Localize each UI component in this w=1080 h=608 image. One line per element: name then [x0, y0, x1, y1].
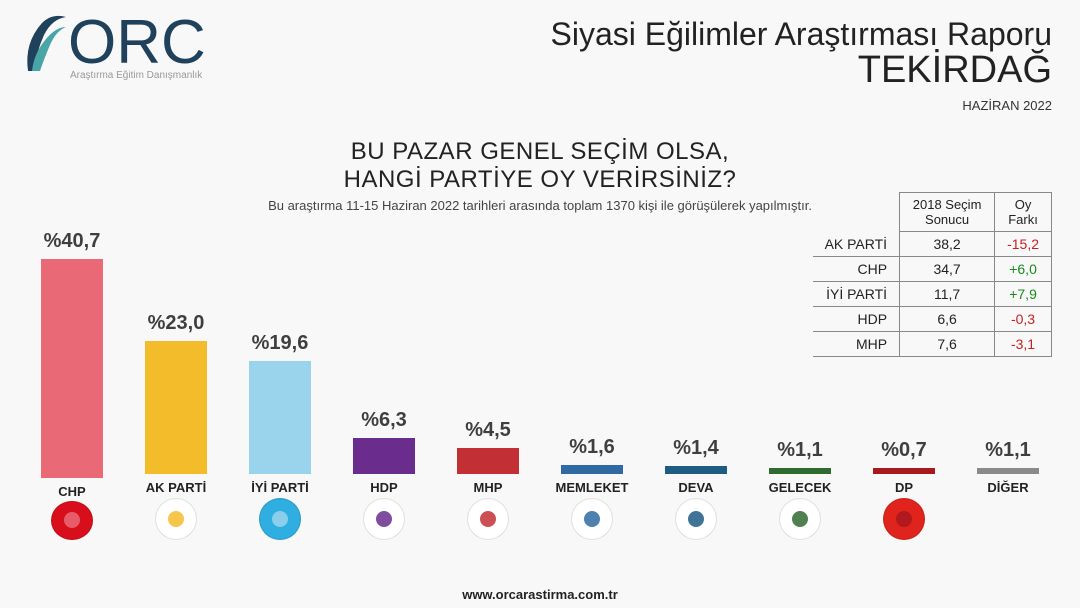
bar-value-label: %19,6	[252, 332, 309, 355]
bar	[977, 468, 1039, 474]
party-logo-icon	[883, 498, 925, 540]
table-header: 2018 Seçim Sonucu	[900, 193, 995, 232]
bar-col-chp: %40,7 CHP	[20, 230, 124, 540]
table-header	[813, 193, 900, 232]
party-logo-icon	[779, 498, 821, 540]
table-row: MHP7,6-3,1	[813, 332, 1052, 357]
bar	[457, 448, 519, 474]
table-cell-diff: -0,3	[995, 307, 1052, 332]
bar-party-name: DEVA	[678, 480, 713, 496]
bar-party-name: DP	[895, 480, 913, 496]
table-cell-prev: 34,7	[900, 257, 995, 282]
party-logo-icon	[363, 498, 405, 540]
bar-value-label: %4,5	[465, 419, 511, 442]
bar-value-label: %0,7	[881, 439, 927, 462]
party-logo-icon	[675, 498, 717, 540]
footer-url: www.orcarastirma.com.tr	[0, 587, 1080, 602]
table-row: İYİ PARTİ11,7+7,9	[813, 282, 1052, 307]
bar-col-hdp: %6,3 HDP	[332, 230, 436, 540]
bar-party-name: MEMLEKET	[556, 480, 629, 496]
report-date: HAZİRAN 2022	[551, 98, 1052, 113]
bar-value-label: %1,6	[569, 436, 615, 459]
bar-value-label: %1,1	[777, 439, 823, 462]
bar-party-name: DİĞER	[987, 480, 1028, 496]
report-title: Siyasi Eğilimler Araştırması Raporu	[551, 16, 1052, 53]
bar	[873, 468, 935, 474]
bar-party-name: GELECEK	[769, 480, 832, 496]
bar-party-name: İYİ PARTİ	[251, 480, 309, 496]
party-logo-icon	[155, 498, 197, 540]
table-cell-party: CHP	[813, 257, 900, 282]
party-logo-icon	[51, 501, 93, 540]
table-row: AK PARTİ38,2-15,2	[813, 232, 1052, 257]
report-region: TEKİRDAĞ	[551, 49, 1052, 92]
logo-mark	[22, 13, 68, 73]
comparison-table: 2018 Seçim SonucuOy FarkıAK PARTİ38,2-15…	[813, 192, 1052, 357]
table-cell-party: AK PARTİ	[813, 232, 900, 257]
question-line2: HANGİ PARTİYE OY VERİRSİNİZ?	[0, 166, 1080, 194]
party-logo-icon	[571, 498, 613, 540]
table-cell-diff: +7,9	[995, 282, 1052, 307]
table-row: HDP6,6-0,3	[813, 307, 1052, 332]
bar-col-mhp: %4,5 MHP	[436, 230, 540, 540]
bar-party-name: MHP	[474, 480, 503, 496]
bar-col-memleket: %1,6 MEMLEKET	[540, 230, 644, 540]
bar-col-ak-parti̇: %23,0 AK PARTİ	[124, 230, 228, 540]
note-post: kişi ile görüşülerek yapılmıştır.	[635, 198, 812, 213]
party-logo-icon	[259, 498, 301, 540]
note-sample-size: 1370	[606, 198, 635, 213]
logo-subtitle: Araştırma Eğitim Danışmanlık	[70, 70, 252, 81]
bar	[249, 361, 311, 474]
bar	[561, 465, 623, 474]
logo-block: ORC Araştırma Eğitim Danışmanlık	[22, 12, 252, 81]
bar-value-label: %6,3	[361, 409, 407, 432]
bar	[145, 341, 207, 474]
bar-party-name: HDP	[370, 480, 397, 496]
question-line1: BU PAZAR GENEL SEÇİM OLSA,	[0, 138, 1080, 166]
table-cell-party: MHP	[813, 332, 900, 357]
table-header: Oy Farkı	[995, 193, 1052, 232]
bar-col-i̇yi̇-parti̇: %19,6 İYİ PARTİ	[228, 230, 332, 540]
table-cell-diff: -15,2	[995, 232, 1052, 257]
bar-value-label: %23,0	[148, 312, 205, 335]
header-block: Siyasi Eğilimler Araştırması Raporu TEKİ…	[551, 16, 1052, 113]
table-cell-diff: -3,1	[995, 332, 1052, 357]
table-cell-prev: 11,7	[900, 282, 995, 307]
bar-value-label: %40,7	[44, 230, 101, 253]
bar	[665, 466, 727, 474]
note-pre: Bu araştırma 11-15 Haziran 2022 tarihler…	[268, 198, 606, 213]
bar-value-label: %1,1	[985, 439, 1031, 462]
bar	[769, 468, 831, 474]
logo-text: ORC	[68, 12, 206, 74]
table-cell-prev: 6,6	[900, 307, 995, 332]
bar-value-label: %1,4	[673, 437, 719, 460]
bar-party-name: CHP	[58, 484, 85, 499]
party-logo-icon	[467, 498, 509, 540]
table-row: CHP34,7+6,0	[813, 257, 1052, 282]
table-cell-party: HDP	[813, 307, 900, 332]
table-cell-party: İYİ PARTİ	[813, 282, 900, 307]
table-cell-prev: 7,6	[900, 332, 995, 357]
table-cell-prev: 38,2	[900, 232, 995, 257]
bar-col-deva: %1,4 DEVA	[644, 230, 748, 540]
bar	[41, 259, 103, 478]
table-cell-diff: +6,0	[995, 257, 1052, 282]
bar-party-name: AK PARTİ	[146, 480, 206, 496]
bar	[353, 438, 415, 474]
